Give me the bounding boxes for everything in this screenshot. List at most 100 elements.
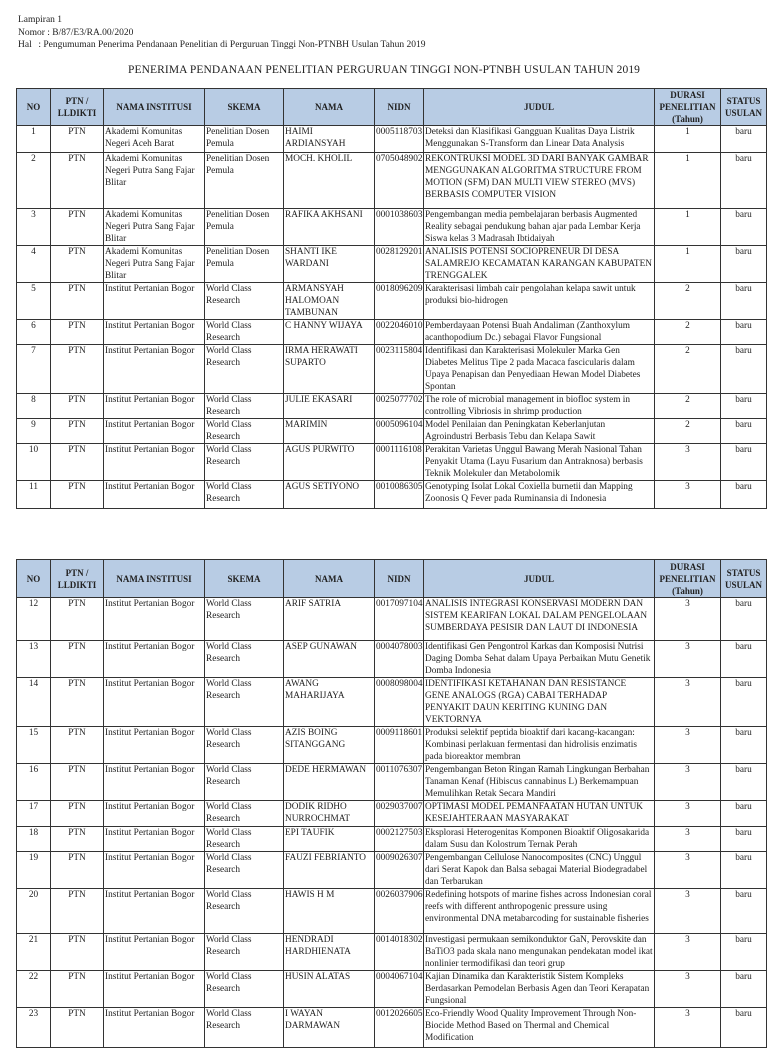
nomor-label: Nomor : B/87/E3/RA.00/2020 xyxy=(18,28,134,38)
cell-institusi: Akademi Komunitas Negeri Putra Sang Faja… xyxy=(103,208,205,246)
cell-nama: ARIF SATRIA xyxy=(283,597,375,641)
cell-durasi: 3 xyxy=(654,726,721,764)
column-header-durasi: DURASI PENELITIAN (Tahun) xyxy=(654,559,721,598)
cell-judul: Pengembangan media pembelajaran berbasis… xyxy=(423,208,655,246)
cell-status: baru xyxy=(720,480,767,509)
cell-ptn: PTN xyxy=(50,597,104,641)
cell-ptn: PTN xyxy=(50,1007,104,1048)
cell-nidn: 0026037906 xyxy=(374,888,424,934)
cell-no: 9 xyxy=(16,418,51,444)
cell-no: 13 xyxy=(16,640,51,678)
table-row: 2 PTN Akademi Komunitas Negeri Putra Sang … xyxy=(16,152,767,209)
cell-judul: Kajian Dinamika dan Karakteristik Sistem… xyxy=(423,970,655,1008)
cell-institusi: Institut Pertanian Bogor xyxy=(103,443,205,481)
cell-durasi: 3 xyxy=(654,640,721,678)
cell-nama: EPI TAUFIK xyxy=(283,826,375,852)
cell-status: baru xyxy=(720,763,767,801)
cell-nidn: 0028129201 xyxy=(374,245,424,283)
column-header-nidn: NIDN xyxy=(374,559,424,598)
cell-nama: JULIE EKASARI xyxy=(283,393,375,419)
cell-durasi: 1 xyxy=(654,245,721,283)
cell-no: 16 xyxy=(16,763,51,801)
column-header-nama: NAMA xyxy=(283,88,375,126)
cell-nama: C HANNY WIJAYA xyxy=(283,319,375,345)
cell-durasi: 3 xyxy=(654,970,721,1008)
cell-skema: World Class Research xyxy=(204,851,284,889)
cell-judul: Deteksi dan Klasifikasi Gangguan Kualita… xyxy=(423,125,655,153)
cell-institusi: Institut Pertanian Bogor xyxy=(103,319,205,345)
cell-durasi: 2 xyxy=(654,418,721,444)
cell-status: baru xyxy=(720,344,767,394)
cell-nidn: 0005118703 xyxy=(374,125,424,153)
cell-skema: World Class Research xyxy=(204,319,284,345)
cell-institusi: Institut Pertanian Bogor xyxy=(103,480,205,509)
cell-nama: IRMA HERAWATI SUPARTO xyxy=(283,344,375,394)
cell-status: baru xyxy=(720,152,767,209)
cell-nidn: 0001038603 xyxy=(374,208,424,246)
cell-durasi: 3 xyxy=(654,800,721,827)
table-row: 16 PTN Institut Pertanian Bogor World Class… xyxy=(16,763,767,801)
cell-ptn: PTN xyxy=(50,800,104,827)
cell-no: 4 xyxy=(16,245,51,283)
cell-no: 5 xyxy=(16,282,51,320)
cell-skema: World Class Research xyxy=(204,597,284,641)
cell-durasi: 2 xyxy=(654,393,721,419)
cell-status: baru xyxy=(720,125,767,153)
cell-durasi: 2 xyxy=(654,319,721,345)
table-header-row: NO PTN / LLDIKTI NAMA INSTITUSI SKEMA NAMA NI… xyxy=(16,559,767,598)
table-row: 3 PTN Akademi Komunitas Negeri Putra Sang … xyxy=(16,208,767,246)
cell-ptn: PTN xyxy=(50,344,104,394)
column-header-skema: SKEMA xyxy=(204,559,284,598)
cell-nidn: 0012026605 xyxy=(374,1007,424,1048)
cell-nama: HENDRADI HARDHIENATA xyxy=(283,933,375,971)
cell-judul: REKONTRUKSI MODEL 3D DARI BANYAK GAMBAR … xyxy=(423,152,655,209)
column-header-institusi: NAMA INSTITUSI xyxy=(103,88,205,126)
cell-judul: Model Penilaian dan Peningkatan Keberlan… xyxy=(423,418,655,444)
cell-nidn: 0002127503 xyxy=(374,826,424,852)
cell-status: baru xyxy=(720,208,767,246)
cell-ptn: PTN xyxy=(50,443,104,481)
cell-institusi: Institut Pertanian Bogor xyxy=(103,1007,205,1048)
cell-durasi: 1 xyxy=(654,125,721,153)
cell-nidn: 0018096209 xyxy=(374,282,424,320)
cell-judul: Investigasi permukaan semikonduktor GaN,… xyxy=(423,933,655,971)
cell-status: baru xyxy=(720,933,767,971)
cell-ptn: PTN xyxy=(50,640,104,678)
cell-no: 3 xyxy=(16,208,51,246)
cell-no: 17 xyxy=(16,800,51,827)
cell-skema: World Class Research xyxy=(204,282,284,320)
cell-ptn: PTN xyxy=(50,319,104,345)
cell-nama: MOCH. KHOLIL xyxy=(283,152,375,209)
column-header-ptn: PTN / LLDIKTI xyxy=(50,559,104,598)
table-row: 1 PTN Akademi Komunitas Negeri Aceh Barat P… xyxy=(16,125,767,153)
cell-nidn: 0009118601 xyxy=(374,726,424,764)
cell-no: 2 xyxy=(16,152,51,209)
cell-nidn: 0010086305 xyxy=(374,480,424,509)
cell-durasi: 3 xyxy=(654,826,721,852)
cell-status: baru xyxy=(720,851,767,889)
table-row: 19 PTN Institut Pertanian Bogor World Class… xyxy=(16,851,767,889)
cell-institusi: Institut Pertanian Bogor xyxy=(103,970,205,1008)
column-header-nidn: NIDN xyxy=(374,88,424,126)
cell-durasi: 2 xyxy=(654,344,721,394)
cell-judul: Perakitan Varietas Unggul Bawang Merah N… xyxy=(423,443,655,481)
cell-durasi: 3 xyxy=(654,888,721,934)
cell-nidn: 0008098004 xyxy=(374,677,424,727)
cell-nama: ARMANSYAH HALOMOAN TAMBUNAN xyxy=(283,282,375,320)
cell-institusi: Institut Pertanian Bogor xyxy=(103,597,205,641)
cell-judul: Eksplorasi Heterogenitas Komponen Bioakt… xyxy=(423,826,655,852)
cell-institusi: Institut Pertanian Bogor xyxy=(103,888,205,934)
cell-nama: DEDE HERMAWAN xyxy=(283,763,375,801)
cell-judul: Pengembangan Beton Ringan Ramah Lingkung… xyxy=(423,763,655,801)
cell-ptn: PTN xyxy=(50,125,104,153)
cell-nama: DODIK RIDHO NURROCHMAT xyxy=(283,800,375,827)
cell-nama: AGUS SETIYONO xyxy=(283,480,375,509)
cell-institusi: Institut Pertanian Bogor xyxy=(103,851,205,889)
cell-ptn: PTN xyxy=(50,851,104,889)
column-header-status: STATUS USULAN xyxy=(720,559,767,598)
column-header-judul: JUDUL xyxy=(423,559,655,598)
cell-judul: ANALISIS INTEGRASI KONSERVASI MODERN DAN… xyxy=(423,597,655,641)
cell-nama: ASEP GUNAWAN xyxy=(283,640,375,678)
table-row: 14 PTN Institut Pertanian Bogor World Class… xyxy=(16,677,767,727)
table-row: 6 PTN Institut Pertanian Bogor World Class … xyxy=(16,319,767,345)
